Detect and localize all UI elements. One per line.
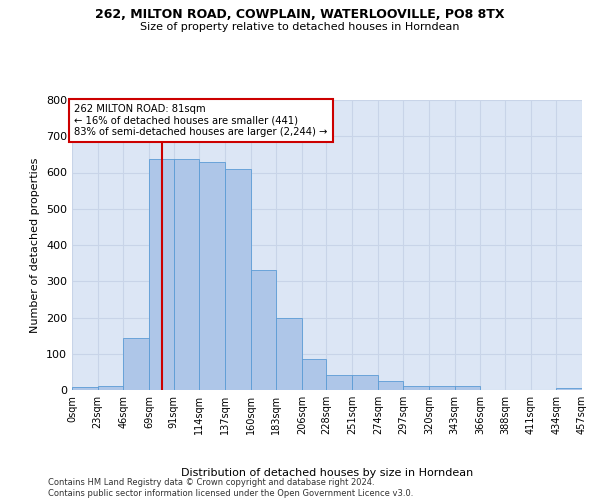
- Bar: [302, 359, 326, 390]
- Bar: [225, 169, 251, 390]
- Bar: [378, 381, 403, 390]
- Bar: [403, 386, 429, 390]
- Bar: [124, 338, 149, 390]
- Text: Size of property relative to detached houses in Horndean: Size of property relative to detached ho…: [140, 22, 460, 32]
- Bar: [173, 159, 199, 390]
- Bar: [251, 270, 276, 390]
- Bar: [72, 388, 98, 390]
- Bar: [556, 388, 582, 390]
- Text: Contains HM Land Registry data © Crown copyright and database right 2024.
Contai: Contains HM Land Registry data © Crown c…: [48, 478, 413, 498]
- Bar: [98, 386, 124, 390]
- Text: 262, MILTON ROAD, COWPLAIN, WATERLOOVILLE, PO8 8TX: 262, MILTON ROAD, COWPLAIN, WATERLOOVILL…: [95, 8, 505, 20]
- Text: 262 MILTON ROAD: 81sqm
← 16% of detached houses are smaller (441)
83% of semi-de: 262 MILTON ROAD: 81sqm ← 16% of detached…: [74, 104, 328, 137]
- Bar: [276, 318, 302, 390]
- Bar: [199, 162, 225, 390]
- Text: Distribution of detached houses by size in Horndean: Distribution of detached houses by size …: [181, 468, 473, 477]
- Y-axis label: Number of detached properties: Number of detached properties: [31, 158, 40, 332]
- Bar: [326, 375, 352, 390]
- Bar: [455, 386, 481, 390]
- Bar: [149, 159, 173, 390]
- Bar: [429, 386, 455, 390]
- Bar: [352, 375, 378, 390]
